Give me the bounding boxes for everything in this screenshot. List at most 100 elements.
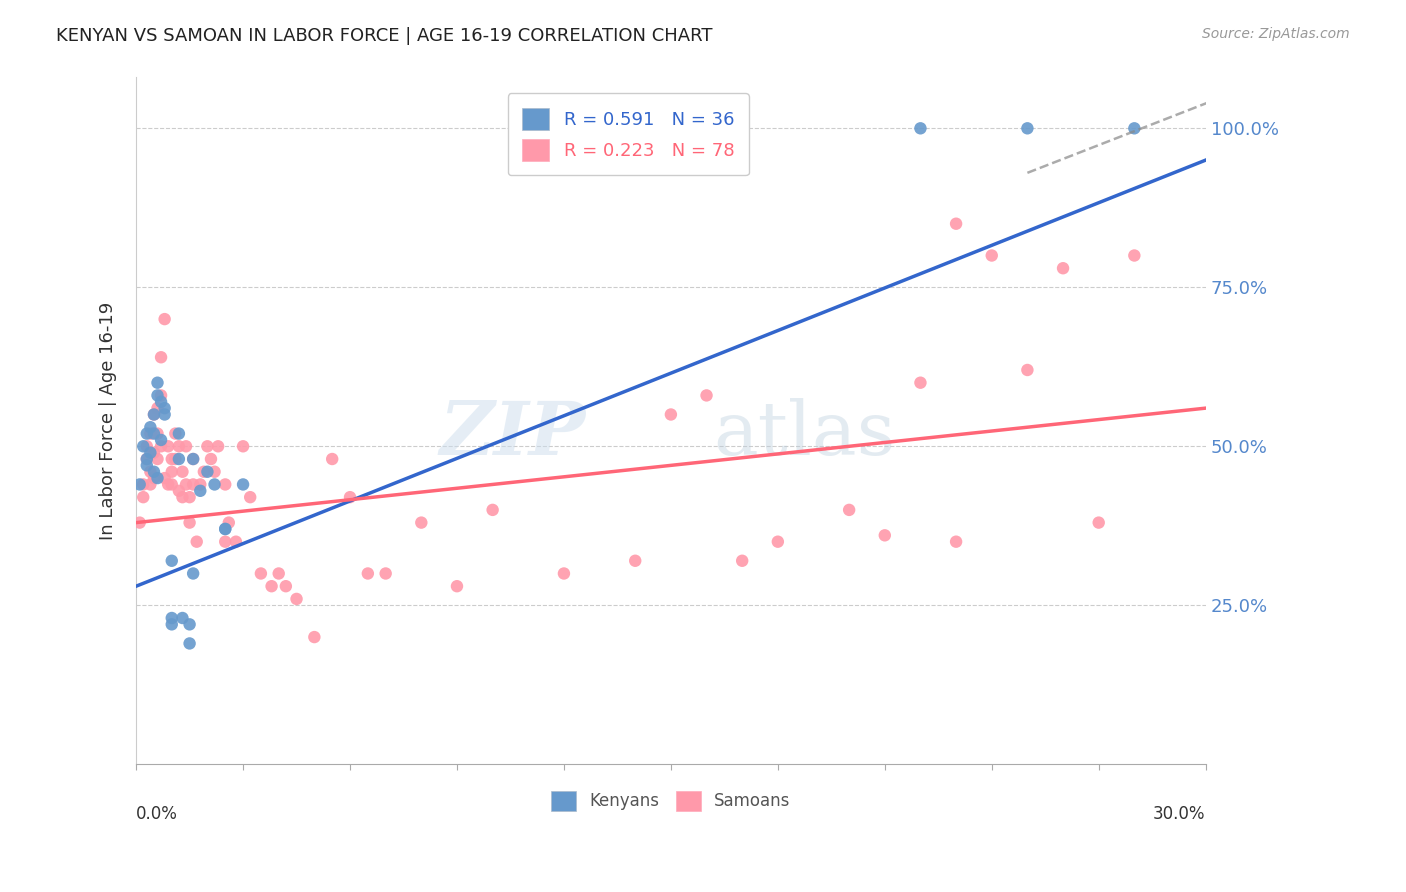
Point [624, 554, 647, 568]
Point [339, 490, 361, 504]
Point [139, 420, 162, 434]
Point [181, 477, 204, 491]
Point [204, 465, 226, 479]
Point [139, 465, 162, 479]
Point [160, 465, 183, 479]
Point [150, 439, 173, 453]
Point [172, 490, 194, 504]
Point [945, 217, 967, 231]
Point [232, 477, 254, 491]
Point [945, 534, 967, 549]
Point [1123, 121, 1146, 136]
Point [174, 439, 197, 453]
Point [179, 636, 201, 650]
Text: atlas: atlas [714, 398, 896, 471]
Point [128, 477, 150, 491]
Point [481, 503, 503, 517]
Point [207, 439, 229, 453]
Point [1123, 248, 1146, 262]
Point [411, 516, 433, 530]
Point [446, 579, 468, 593]
Text: 0.0%: 0.0% [136, 805, 179, 823]
Point [188, 477, 211, 491]
Point [157, 439, 180, 453]
Point [135, 439, 157, 453]
Point [172, 611, 194, 625]
Point [873, 528, 896, 542]
Point [150, 351, 173, 365]
Point [910, 121, 932, 136]
Point [321, 452, 343, 467]
Point [239, 490, 262, 504]
Point [838, 503, 860, 517]
Point [197, 465, 219, 479]
Point [135, 426, 157, 441]
Point [142, 426, 165, 441]
Point [160, 617, 183, 632]
Point [553, 566, 575, 581]
Point [214, 522, 236, 536]
Point [157, 477, 180, 491]
Point [200, 452, 222, 467]
Point [193, 465, 215, 479]
Point [153, 401, 176, 416]
Point [153, 471, 176, 485]
Point [214, 477, 236, 491]
Text: ZIP: ZIP [439, 399, 585, 471]
Point [135, 452, 157, 467]
Point [146, 401, 169, 416]
Point [160, 611, 183, 625]
Point [139, 445, 162, 459]
Point [146, 426, 169, 441]
Point [181, 566, 204, 581]
Point [142, 408, 165, 422]
Point [204, 477, 226, 491]
Point [374, 566, 396, 581]
Point [1052, 261, 1074, 276]
Point [179, 516, 201, 530]
Point [250, 566, 273, 581]
Point [142, 408, 165, 422]
Text: Source: ZipAtlas.com: Source: ZipAtlas.com [1202, 27, 1350, 41]
Point [132, 477, 155, 491]
Point [160, 554, 183, 568]
Point [225, 534, 247, 549]
Point [160, 452, 183, 467]
Point [1017, 121, 1039, 136]
Point [910, 376, 932, 390]
Point [165, 426, 187, 441]
Point [146, 376, 169, 390]
Point [980, 248, 1002, 262]
Point [214, 534, 236, 549]
Point [304, 630, 326, 644]
Point [188, 483, 211, 498]
Point [146, 452, 169, 467]
Point [128, 516, 150, 530]
Point [167, 452, 190, 467]
Point [153, 408, 176, 422]
Point [731, 554, 754, 568]
Point [260, 579, 283, 593]
Point [186, 534, 208, 549]
Point [1087, 516, 1109, 530]
Point [659, 408, 682, 422]
Point [150, 433, 173, 447]
Point [153, 312, 176, 326]
Point [267, 566, 290, 581]
Text: 30.0%: 30.0% [1153, 805, 1206, 823]
Point [167, 426, 190, 441]
Point [232, 439, 254, 453]
Y-axis label: In Labor Force | Age 16-19: In Labor Force | Age 16-19 [100, 301, 117, 540]
Point [274, 579, 297, 593]
Point [146, 388, 169, 402]
Text: KENYAN VS SAMOAN IN LABOR FORCE | AGE 16-19 CORRELATION CHART: KENYAN VS SAMOAN IN LABOR FORCE | AGE 16… [56, 27, 713, 45]
Point [142, 471, 165, 485]
Point [167, 439, 190, 453]
Point [179, 490, 201, 504]
Point [142, 465, 165, 479]
Point [139, 426, 162, 441]
Legend: Kenyans, Samoans: Kenyans, Samoans [544, 784, 797, 818]
Point [285, 591, 308, 606]
Point [1017, 363, 1039, 377]
Point [135, 458, 157, 473]
